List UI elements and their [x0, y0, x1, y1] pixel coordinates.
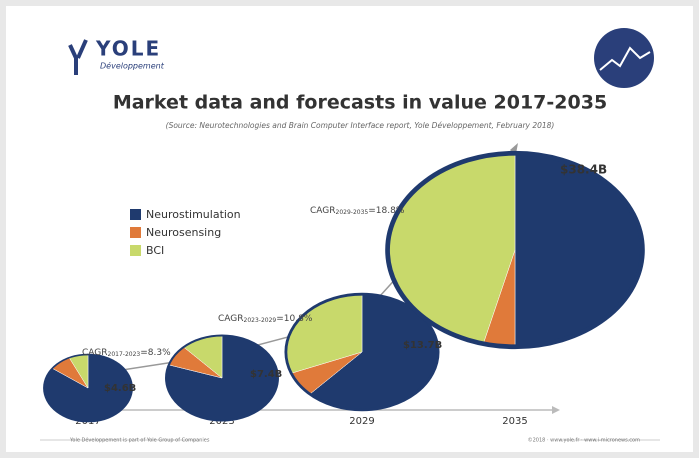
footer-left: Yole Développement is part of Yole Group…	[69, 437, 210, 444]
footer-gap	[200, 436, 560, 444]
cagr-text: CAGR	[82, 348, 108, 358]
slide: YOLE Développement Market data and forec…	[0, 0, 699, 458]
legend-label: Neurosensing	[146, 226, 221, 239]
legend-label: BCI	[146, 244, 164, 257]
cagr-text: CAGR	[310, 206, 336, 216]
logo: YOLE	[95, 37, 161, 61]
value-label: $7.4B	[250, 369, 282, 380]
logo-sub: Développement	[100, 61, 165, 71]
footer-right: ©2018 · www.yole.fr · www.i-micronews.co…	[528, 437, 640, 444]
value-label: $4.6B	[104, 383, 136, 394]
cagr-text: CAGR	[218, 314, 244, 324]
x-tick-label: 2035	[502, 416, 527, 427]
legend-swatch	[130, 245, 141, 256]
chart-subtitle: (Source: Neurotechnologies and Brain Com…	[166, 121, 555, 130]
cagr-sub: 2023-2029	[244, 317, 277, 324]
cagr-value: =18.8%	[368, 206, 405, 216]
cagr-value: =8.3%	[140, 348, 171, 358]
cagr-value: =10.8%	[276, 314, 313, 324]
legend-swatch	[130, 227, 141, 238]
x-tick-label: 2029	[349, 416, 374, 427]
chart-title: Market data and forecasts in value 2017-…	[113, 92, 607, 114]
cagr-sub: 2029-2035	[336, 209, 369, 216]
value-label: $13.7B	[403, 340, 442, 351]
legend-label: Neurostimulation	[146, 208, 241, 221]
value-label: $38.4B	[560, 163, 607, 177]
legend-swatch	[130, 209, 141, 220]
cagr-sub: 2017-2023	[108, 351, 141, 358]
